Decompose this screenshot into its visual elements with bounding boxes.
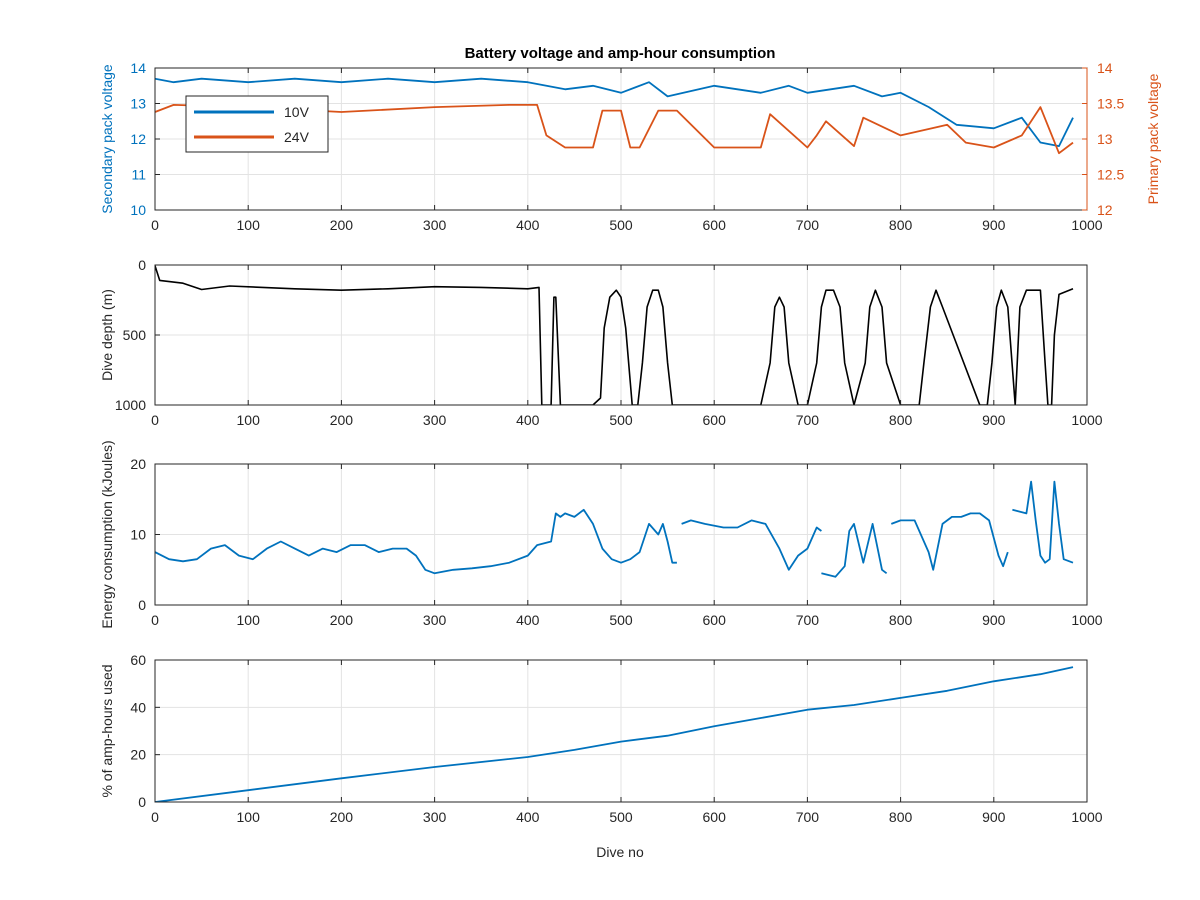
y-tick-label: 0 [138,597,146,613]
x-tick-label: 400 [516,412,540,428]
x-tick-label: 400 [516,612,540,628]
series-line-1 [155,666,1074,802]
x-tick-label: 800 [889,809,913,825]
right-y-tick-label: 13.5 [1097,96,1124,112]
series-group [155,480,1074,578]
x-tick-label: 700 [796,809,820,825]
legend-label-10v: 10V [284,104,310,120]
x-tick-label: 300 [423,809,447,825]
y-tick-label: 500 [123,327,147,343]
x-tick-label: 1000 [1071,809,1102,825]
series-line-24v [155,104,1074,155]
right-y-tick-label: 12 [1097,202,1113,218]
x-tick-label: 900 [982,809,1006,825]
x-tick-label: 100 [237,412,261,428]
legend-label-24v: 24V [284,129,310,145]
right-y-tick-label: 12.5 [1097,167,1124,183]
y-tick-label: 0 [138,257,146,273]
y-tick-label: 14 [130,60,146,76]
y-tick-label: 1000 [115,397,146,413]
series-group [155,666,1074,802]
x-tick-label: 400 [516,217,540,233]
y-axis-label: Dive depth (m) [99,289,115,381]
x-tick-label: 500 [609,412,633,428]
x-tick-label: 800 [889,412,913,428]
x-tick-label: 600 [703,612,727,628]
y-tick-label: 20 [130,456,146,472]
subplots: 0 100 200 300 400 500 600 700 800 900 100010111213… [99,60,1161,825]
series-line-1 [155,265,1074,405]
x-tick-label: 700 [796,612,820,628]
right-y-tick-label: 14 [1097,60,1113,76]
x-tick-label: 700 [796,217,820,233]
y-axis-label: Secondary pack voltage [99,64,115,214]
x-axis-label: Dive no [596,844,644,860]
subplot-1: 0 100 200 300 400 500 600 700 800 900 1000 10 11 12 13… [99,60,1161,233]
x-tick-label: 100 [237,217,261,233]
x-tick-label: 700 [796,412,820,428]
legend-box [185,95,329,153]
y-tick-label: 13 [130,96,146,112]
x-tick-label: 500 [609,612,633,628]
x-tick-label: 300 [423,217,447,233]
figure-title: Battery voltage and amp-hour consumption [465,45,776,62]
y-tick-label: 10 [130,527,146,543]
x-tick-label: 600 [703,412,727,428]
x-tick-label: 600 [703,217,727,233]
x-tick-label: 1000 [1071,612,1102,628]
x-tick-label: 100 [237,809,261,825]
x-tick-label: 800 [889,217,913,233]
x-tick-label: 900 [982,217,1006,233]
x-tick-label: 1000 [1071,217,1102,233]
series-line-10v [155,77,1074,147]
series-group [155,77,1074,155]
x-tick-label: 0 [151,612,159,628]
y-tick-label: 12 [130,131,146,147]
x-tick-label: 200 [330,612,354,628]
y-tick-label: 60 [130,652,146,668]
y-axis-label: Energy consumption (kJoules) [99,440,115,628]
subplot-2: 0 100 200 300 400 500 600 700 800 900 1000 0 500 1000… [99,257,1103,428]
series-line-1 [155,480,1074,578]
right-y-tick-label: 13 [1097,131,1113,147]
y-axis-label: % of amp-hours used [99,664,115,797]
x-tick-label: 900 [982,412,1006,428]
subplot-4: 0 100 200 300 400 500 600 700 800 900 1000 0 20 40 60%… [99,652,1103,825]
x-tick-label: 0 [151,217,159,233]
x-tick-label: 500 [609,809,633,825]
x-tick-label: 300 [423,412,447,428]
x-tick-label: 800 [889,612,913,628]
x-tick-label: 400 [516,809,540,825]
x-tick-label: 500 [609,217,633,233]
series-group [155,265,1074,405]
x-tick-label: 0 [151,412,159,428]
y-tick-label: 40 [130,699,146,715]
y-tick-label: 0 [138,794,146,810]
x-tick-label: 1000 [1071,412,1102,428]
legend: 10V 24V [185,95,329,153]
y-tick-label: 20 [130,747,146,763]
x-tick-label: 600 [703,809,727,825]
x-tick-label: 200 [330,412,354,428]
x-tick-label: 200 [330,809,354,825]
right-y-axis-label: Primary pack voltage [1145,73,1161,204]
x-tick-label: 900 [982,612,1006,628]
x-tick-label: 300 [423,612,447,628]
y-tick-label: 11 [131,167,146,183]
x-tick-label: 200 [330,217,354,233]
subplot-3: 0 100 200 300 400 500 600 700 800 900 1000 0 10 20 Ene… [99,440,1103,628]
x-tick-label: 0 [151,809,159,825]
x-tick-label: 100 [237,612,261,628]
y-tick-label: 10 [130,202,146,218]
